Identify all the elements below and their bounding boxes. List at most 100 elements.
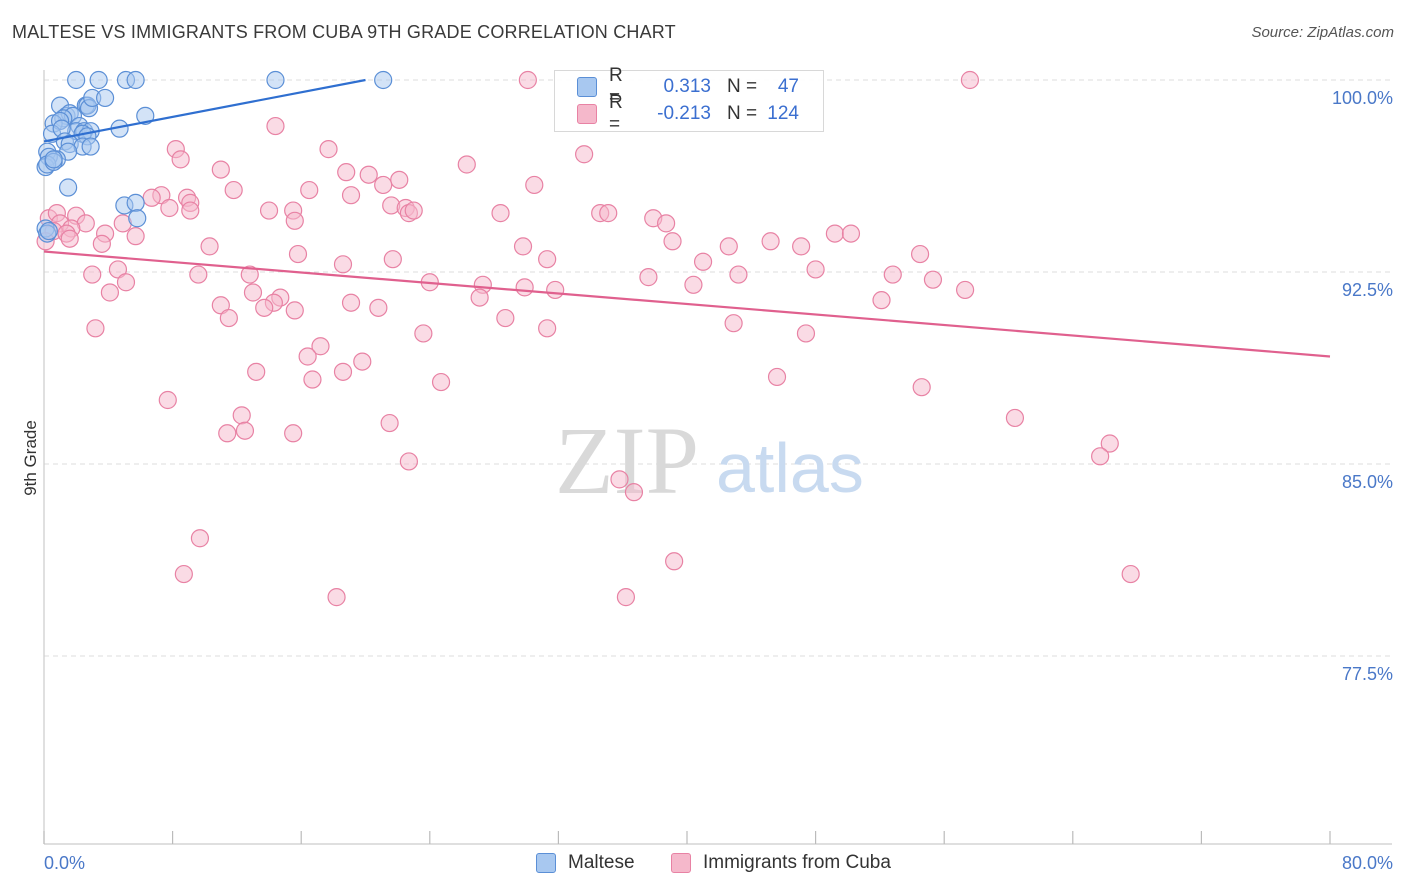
cuba-point <box>200 237 219 256</box>
r-value: -0.213 <box>657 103 711 124</box>
cuba-point <box>575 145 594 164</box>
cuba-point <box>327 588 346 607</box>
cuba-point <box>513 237 533 256</box>
cuba-point <box>303 370 322 389</box>
watermark-atlas: atlas <box>716 429 864 507</box>
maltese-point <box>95 88 115 108</box>
maltese-swatch <box>536 853 556 873</box>
cuba-point <box>285 211 304 230</box>
cuba-point <box>599 204 618 223</box>
cuba-point <box>470 288 489 307</box>
cuba-point <box>374 175 393 195</box>
tick-labels: 77.5% 85.0% 92.5% 100.0% 0.0% 80.0% <box>44 88 1393 873</box>
cuba-point <box>284 424 303 443</box>
cuba-point <box>796 324 816 343</box>
cuba-swatch <box>577 104 597 124</box>
axes <box>43 70 1392 845</box>
legend-label: Immigrants from Cuba <box>703 852 891 873</box>
legend-row-cuba: R = -0.213 N = 124 <box>577 92 799 135</box>
maltese-point <box>81 137 100 156</box>
cuba-point <box>83 265 102 284</box>
cuba-point <box>1005 408 1025 428</box>
cuba-point <box>1100 434 1119 453</box>
maltese-trend-line <box>43 78 366 143</box>
cuba-point <box>872 291 891 310</box>
cuba-point <box>298 347 317 366</box>
cuba-point <box>610 470 629 489</box>
y-axis-title: 9th Grade <box>21 420 40 496</box>
cuba-point <box>955 280 975 300</box>
cuba-point <box>219 308 238 328</box>
maltese-swatch <box>577 77 597 97</box>
cuba-point <box>232 406 251 425</box>
cuba-point <box>431 372 451 392</box>
cuba-point <box>211 296 230 315</box>
cuba-point <box>160 198 179 218</box>
cuba-point <box>337 163 356 182</box>
cuba-point <box>259 201 279 220</box>
cuba-point <box>86 319 105 338</box>
y-tick-label: 77.5% <box>1342 664 1393 684</box>
cuba-point <box>353 352 372 371</box>
cuba-point <box>116 273 136 292</box>
cuba-point <box>792 237 811 256</box>
x-tick-label: 0.0% <box>44 853 85 873</box>
cuba-point <box>538 319 557 338</box>
cuba-point <box>108 260 128 279</box>
cuba-point <box>729 265 748 284</box>
r-label: R = <box>609 92 623 135</box>
cuba-point <box>724 314 743 333</box>
cuba-point <box>404 201 423 220</box>
cuba-point <box>806 260 825 279</box>
maltese-point <box>126 70 145 90</box>
cuba-point <box>912 378 931 397</box>
source-label: Source: ZipAtlas.com <box>1251 24 1394 41</box>
cuba-point <box>390 170 409 189</box>
legend-item-maltese[interactable]: Maltese <box>536 852 635 874</box>
maltese-point <box>126 193 145 212</box>
cuba-point <box>639 268 658 287</box>
r-value: 0.313 <box>663 76 711 97</box>
chart-title: MALTESE VS IMMIGRANTS FROM CUBA 9TH GRAD… <box>12 22 676 42</box>
cuba-point <box>1091 447 1110 466</box>
n-label: N = <box>727 76 758 97</box>
maltese-point <box>266 70 285 90</box>
series-immigrants-from-cuba <box>36 70 1140 607</box>
legend-item-cuba[interactable]: Immigrants from Cuba <box>671 852 891 874</box>
cuba-swatch <box>671 853 691 873</box>
maltese-point <box>59 178 78 197</box>
cuba-point <box>383 250 402 269</box>
cuba-point <box>491 204 510 223</box>
cuba-point <box>300 180 319 200</box>
cuba-point <box>761 232 780 251</box>
maltese-point <box>136 106 155 125</box>
cuba-point <box>825 224 844 243</box>
n-value: 47 <box>777 76 799 97</box>
cuba-point <box>211 160 230 179</box>
cuba-point <box>100 283 120 302</box>
cuba-point <box>841 224 861 243</box>
cuba-point <box>333 362 353 381</box>
cuba-point <box>319 140 338 159</box>
cuba-point <box>693 252 713 271</box>
cuba-trend-line <box>43 250 1331 358</box>
maltese-point <box>39 221 58 241</box>
legend-label: Maltese <box>568 852 635 873</box>
n-label: N = <box>727 103 758 124</box>
series-legend: Maltese Immigrants from Cuba <box>0 852 1406 876</box>
cuba-point <box>142 188 161 207</box>
cuba-point <box>883 265 902 284</box>
cuba-point <box>181 201 200 220</box>
cuba-point <box>341 186 361 205</box>
cuba-point <box>218 424 237 443</box>
n-value: 124 <box>767 103 799 124</box>
maltese-point <box>44 150 63 169</box>
cuba-point <box>171 150 190 169</box>
cuba-point <box>399 452 419 471</box>
cuba-point <box>235 421 255 440</box>
y-tick-label: 92.5% <box>1342 280 1393 300</box>
cuba-point <box>1121 564 1140 584</box>
cuba-point <box>243 283 263 302</box>
maltese-point <box>128 209 147 228</box>
